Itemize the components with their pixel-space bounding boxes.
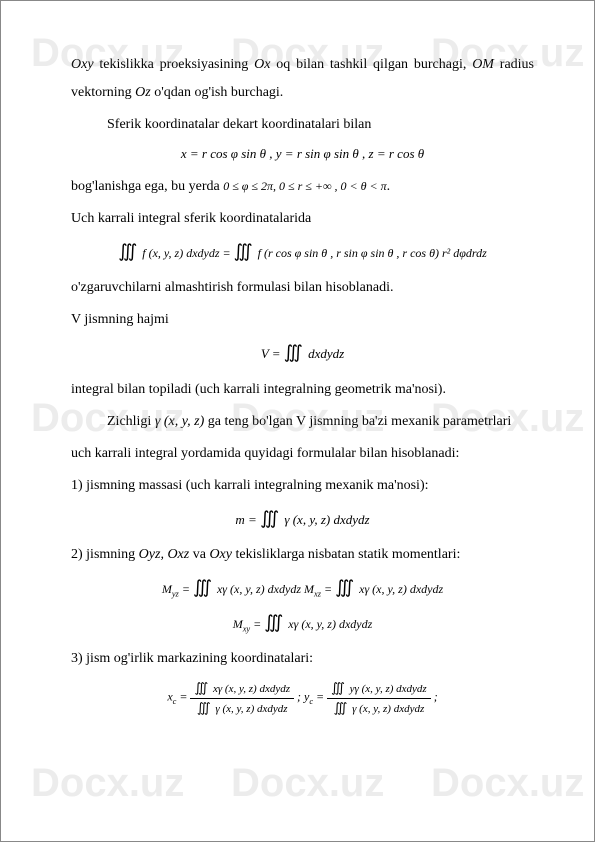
fraction: ∭ xγ (x, y, z) dxdydz∭ γ (x, y, z) dxdyd… <box>190 679 294 717</box>
text: xγ (x, y, z) dxdydz <box>210 683 290 695</box>
text: 2) jismning <box>71 547 139 562</box>
paragraph-5: o'zgaruvchilarni almashtirish formulasi … <box>71 274 534 302</box>
text: Oxy <box>209 547 232 562</box>
text: γ (x, y, z) dxdydz <box>281 512 370 527</box>
paragraph-9: uch karrali integral yordamida quyidagi … <box>71 440 534 468</box>
text: ; <box>431 690 438 704</box>
paragraph-6: V jismning hajmi <box>71 306 534 334</box>
watermark: Docx.uz <box>431 761 584 806</box>
paragraph-10: 1) jismning massasi (uch karrali integra… <box>71 472 534 500</box>
integral-symbol: ∭ <box>335 577 350 597</box>
text: = <box>179 582 193 596</box>
integral-symbol: ∭ <box>118 241 133 261</box>
text: V = <box>261 346 284 361</box>
text: o'qdan og'ish burchagi. <box>151 85 284 100</box>
text: xγ (x, y, z) dxdydz <box>356 582 443 596</box>
document-content: Oxy tekislikka proeksiyasining Ox oq bil… <box>71 51 534 717</box>
subscript: xz <box>314 589 321 598</box>
text: tekislikka proeksiyasining <box>94 57 255 72</box>
paragraph-4: Uch karrali integral sferik koordinatala… <box>71 205 534 233</box>
text: yγ (x, y, z) dxdydz <box>347 683 427 695</box>
text: OM <box>472 57 494 72</box>
inline-formula: γ (x, y, z) <box>155 414 204 429</box>
text: γ (x, y, z) dxdydz <box>349 703 424 715</box>
text: Oyz, Oxz <box>139 547 190 562</box>
integral-symbol: ∭ <box>264 612 279 632</box>
text: xγ (x, y, z) dxdydz <box>285 617 372 631</box>
integral-symbol: ∭ <box>334 700 344 715</box>
formula-moments-1: Myz = ∭ xγ (x, y, z) dxdydz Mxz = ∭ xγ (… <box>71 575 534 600</box>
integral-symbol: ∭ <box>284 342 299 362</box>
subscript: xy <box>243 624 250 633</box>
paragraph-3: bog'lanishga ega, bu yerda 0 ≤ φ ≤ 2π, 0… <box>71 173 534 201</box>
formula-mass: m = ∭ γ (x, y, z) dxdydz <box>71 506 534 531</box>
watermark: Docx.uz <box>231 761 384 806</box>
formula-triple-integral: ∭ f (x, y, z) dxdydz = ∭ f (r cos φ sin … <box>71 239 534 264</box>
text: va <box>189 547 209 562</box>
inline-formula: 0 ≤ φ ≤ 2π, 0 ≤ r ≤ +∞ , 0 < θ < π <box>223 179 386 193</box>
text: xγ (x, y, z) dxdydz M <box>214 582 314 596</box>
text: f (r cos φ sin θ , r sin φ sin θ , r cos… <box>255 246 487 260</box>
integral-symbol: ∭ <box>194 680 204 695</box>
text: oq bilan tashkil qilgan burchagi, <box>270 57 472 72</box>
formula-coord-transform: x = r cos φ sin θ , y = r sin φ sin θ , … <box>71 145 534 163</box>
text: Zichligi <box>107 414 155 429</box>
subscript: yz <box>172 589 179 598</box>
text: γ (x, y, z) dxdydz <box>213 703 288 715</box>
integral-symbol: ∭ <box>193 577 208 597</box>
paragraph-8: Zichligi γ (x, y, z) ga teng bo'lgan V j… <box>71 408 534 436</box>
text: . <box>387 179 391 194</box>
text: Ox <box>254 57 270 72</box>
text: M <box>162 582 172 596</box>
paragraph-1: Oxy tekislikka proeksiyasining Ox oq bil… <box>71 51 534 107</box>
text: ga teng bo'lgan V jismning ba'zi mexanik… <box>204 414 511 429</box>
integral-symbol: ∭ <box>197 700 207 715</box>
integral-symbol: ∭ <box>331 680 341 695</box>
text: Oz <box>135 85 151 100</box>
text: m = <box>235 512 260 527</box>
text: M <box>233 617 243 631</box>
integral-symbol: ∭ <box>260 508 275 528</box>
formula-moments-2: Mxy = ∭ xγ (x, y, z) dxdydz <box>71 610 534 635</box>
paragraph-12: 3) jism og'irlik markazining koordinatal… <box>71 645 534 673</box>
integral-symbol: ∭ <box>234 241 249 261</box>
text: tekisliklarga nisbatan statik momentlari… <box>232 547 460 562</box>
fraction: ∭ yγ (x, y, z) dxdydz∭ γ (x, y, z) dxdyd… <box>327 679 431 717</box>
text: bog'lanishga ega, bu yerda <box>71 179 223 194</box>
text: ; y <box>294 690 309 704</box>
text: = <box>313 690 327 704</box>
text: = <box>176 690 190 704</box>
watermark: Docx.uz <box>31 761 184 806</box>
formula-centroid: xc = ∭ xγ (x, y, z) dxdydz∭ γ (x, y, z) … <box>71 679 534 717</box>
paragraph-2: Sferik koordinatalar dekart koordinatala… <box>71 111 534 139</box>
text: Oxy <box>71 57 94 72</box>
text: f (x, y, z) dxdydz = <box>139 246 233 260</box>
text: = <box>250 617 264 631</box>
formula-volume: V = ∭ dxdydz <box>71 340 534 365</box>
text: = <box>321 582 335 596</box>
paragraph-11: 2) jismning Oyz, Oxz va Oxy tekisliklarg… <box>71 541 534 569</box>
paragraph-7: integral bilan topiladi (uch karrali int… <box>71 376 534 404</box>
text: dxdydz <box>305 346 344 361</box>
